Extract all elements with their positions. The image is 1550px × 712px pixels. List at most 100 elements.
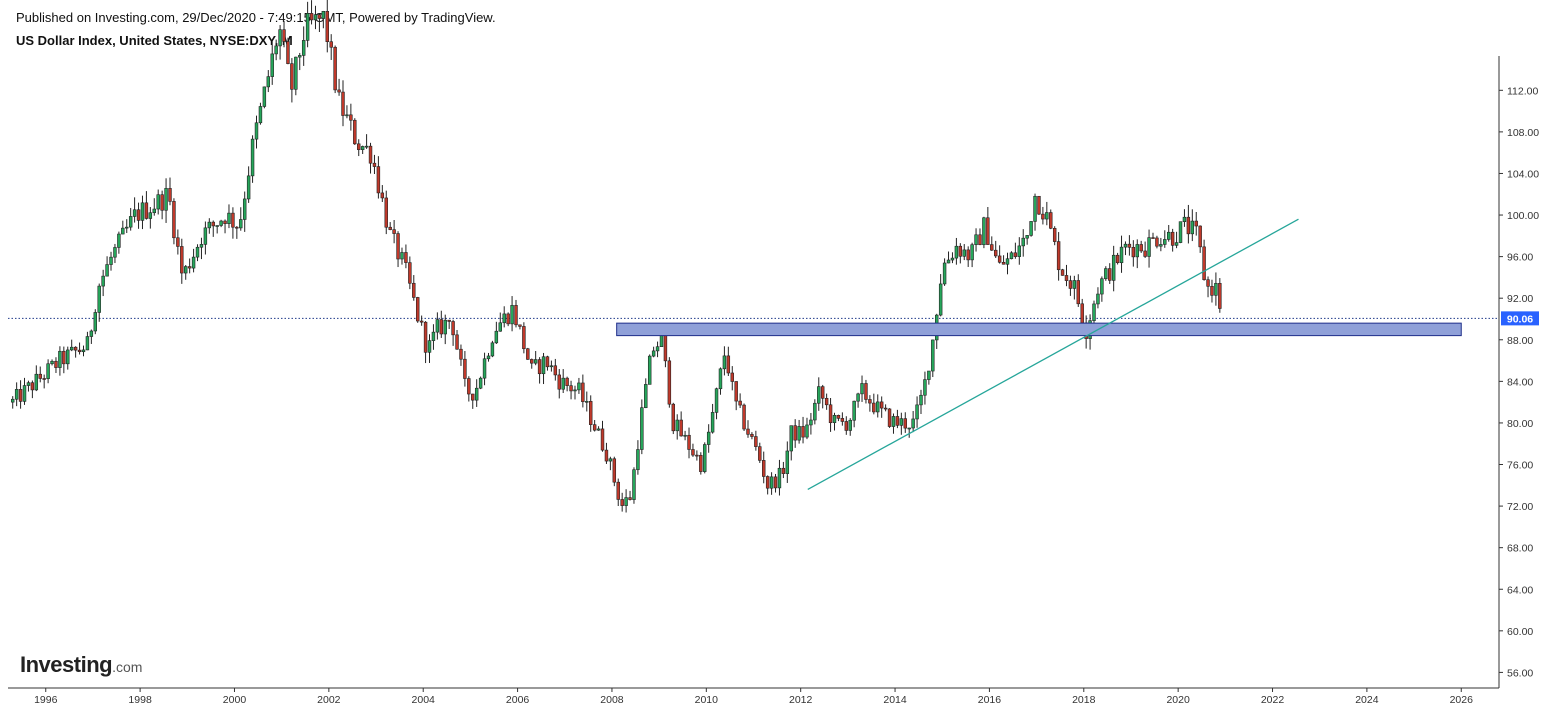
candle: [93, 309, 98, 335]
candle-body: [990, 244, 994, 251]
candle-body: [722, 355, 727, 370]
candle: [270, 44, 274, 85]
candle-body: [207, 221, 212, 229]
candle-body: [54, 360, 58, 368]
y-tick-label: 84.00: [1507, 376, 1533, 388]
candle-body: [604, 449, 609, 462]
candle: [974, 228, 978, 252]
candle: [758, 442, 762, 463]
candle: [844, 416, 849, 435]
candle-body: [765, 476, 770, 489]
candle-body: [168, 188, 172, 202]
candle: [474, 379, 479, 407]
candle: [467, 376, 471, 402]
candle-body: [541, 356, 546, 375]
candle-body: [785, 450, 790, 474]
candle-body: [1096, 293, 1100, 305]
candle-body: [797, 426, 801, 441]
candle: [1182, 209, 1187, 227]
candle: [518, 324, 522, 330]
candle-body: [136, 209, 141, 221]
candle-body: [282, 29, 286, 42]
candle: [931, 339, 935, 378]
candle-body: [203, 227, 208, 245]
candle: [950, 252, 955, 264]
axes: 56.00 60.00 64.00 68.00 72.00 76.00 80.00 84.00…: [8, 56, 1539, 706]
candle-body: [38, 373, 42, 379]
candle: [506, 312, 510, 327]
candle-body: [128, 216, 133, 228]
candle-body: [423, 321, 428, 353]
candle: [510, 296, 514, 332]
candle: [718, 367, 723, 395]
candle-body: [832, 415, 837, 424]
candle-body: [1115, 254, 1120, 264]
candle-body: [121, 227, 125, 235]
candle: [125, 219, 129, 234]
candle: [608, 456, 613, 471]
candle-body: [1009, 252, 1014, 260]
candle-body: [1021, 237, 1025, 247]
candle-body: [1170, 231, 1175, 246]
candle: [742, 403, 746, 431]
candle: [1017, 237, 1022, 265]
candle-body: [1186, 216, 1191, 235]
candle-body: [942, 262, 947, 285]
candle: [73, 346, 78, 358]
candle-body: [993, 249, 998, 257]
candle: [408, 256, 412, 290]
candle: [915, 396, 919, 428]
candle: [828, 398, 833, 432]
candle: [117, 231, 121, 254]
candle: [624, 489, 628, 513]
y-tick-label: 60.00: [1507, 626, 1533, 638]
candle: [353, 118, 357, 145]
candle: [305, 1, 310, 48]
candle: [789, 425, 793, 461]
candle-body: [1052, 227, 1057, 242]
candle-body: [801, 426, 805, 438]
candle: [105, 256, 109, 277]
candle-body: [463, 358, 467, 379]
candle-body: [840, 418, 845, 422]
candle: [876, 394, 880, 418]
candle: [290, 58, 294, 103]
candle: [207, 218, 212, 234]
candle: [683, 430, 687, 441]
candle-body: [754, 436, 758, 447]
support-zone-group: [616, 322, 1462, 337]
candle-body: [1218, 283, 1222, 309]
candle: [632, 467, 636, 504]
candle-body: [938, 283, 943, 316]
candle: [321, 10, 326, 29]
candle-body: [667, 360, 672, 405]
candle: [498, 312, 502, 332]
candle: [734, 381, 738, 411]
candle-body: [1166, 231, 1171, 240]
candle-body: [1210, 286, 1214, 296]
candle: [69, 339, 74, 352]
candle-body: [117, 233, 121, 248]
candle: [530, 358, 534, 369]
candle: [573, 385, 577, 400]
candle: [172, 198, 176, 245]
candle: [710, 403, 715, 434]
candle: [907, 427, 911, 438]
candle-body: [793, 425, 797, 441]
candle-body: [852, 400, 856, 421]
candle-body: [703, 444, 707, 472]
candle-body: [219, 220, 223, 226]
candle: [1009, 251, 1014, 260]
candle-body: [384, 197, 388, 228]
candle: [1151, 232, 1155, 239]
candle-body: [396, 233, 400, 260]
candle: [1131, 240, 1136, 267]
candle: [62, 346, 66, 374]
candle: [427, 334, 432, 363]
candle-body: [345, 114, 349, 117]
trendline-group: [807, 218, 1299, 491]
candle-body: [1147, 237, 1151, 257]
candle: [809, 412, 813, 435]
candle: [317, 13, 322, 32]
